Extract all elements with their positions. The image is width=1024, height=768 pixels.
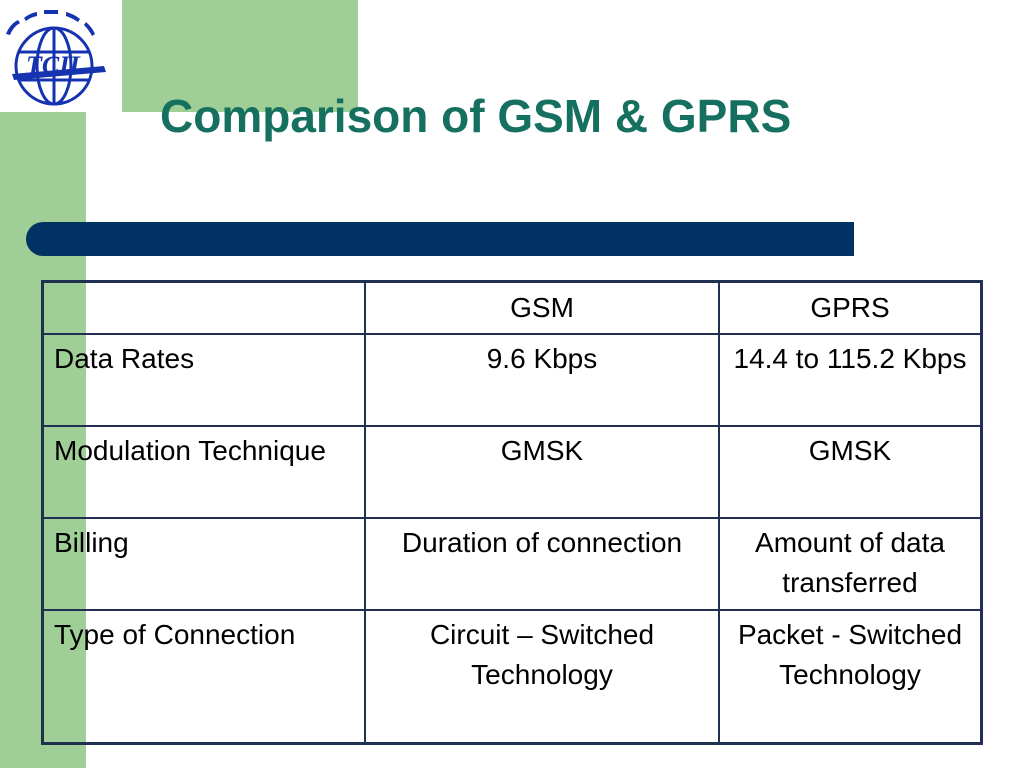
table-row: Data Rates 9.6 Kbps 14.4 to 115.2 Kbps — [41, 332, 983, 427]
gsm-cell: 9.6 Kbps — [364, 332, 720, 427]
table-row: Type of Connection Circuit – Switched Te… — [41, 608, 983, 745]
gprs-cell: GMSK — [718, 424, 983, 519]
tcil-logo: TCIL — [0, 0, 122, 112]
header-cell-gsm: GSM — [364, 280, 720, 335]
row-label: Modulation Technique — [41, 424, 366, 519]
gsm-cell: Duration of connection — [364, 516, 720, 611]
comparison-table: GSM GPRS Data Rates 9.6 Kbps 14.4 to 115… — [41, 280, 983, 745]
gsm-cell: Circuit – Switched Technology — [364, 608, 720, 745]
table-row: Modulation Technique GMSK GMSK — [41, 424, 983, 519]
title-divider-bar — [26, 222, 854, 256]
row-label: Type of Connection — [41, 608, 366, 745]
gprs-cell: 14.4 to 115.2 Kbps — [718, 332, 983, 427]
gprs-cell: Amount of data transferred — [718, 516, 983, 611]
slide-title: Comparison of GSM & GPRS — [160, 90, 792, 142]
row-label: Data Rates — [41, 332, 366, 427]
row-label: Billing — [41, 516, 366, 611]
header-cell-gprs: GPRS — [718, 280, 983, 335]
svg-text:TCIL: TCIL — [26, 51, 85, 80]
tcil-logo-graphic: TCIL — [6, 10, 106, 106]
gprs-cell: Packet - Switched Technology — [718, 608, 983, 745]
table-row: Billing Duration of connection Amount of… — [41, 516, 983, 611]
table-header-row: GSM GPRS — [41, 280, 983, 335]
gsm-cell: GMSK — [364, 424, 720, 519]
header-cell-empty — [41, 280, 366, 335]
